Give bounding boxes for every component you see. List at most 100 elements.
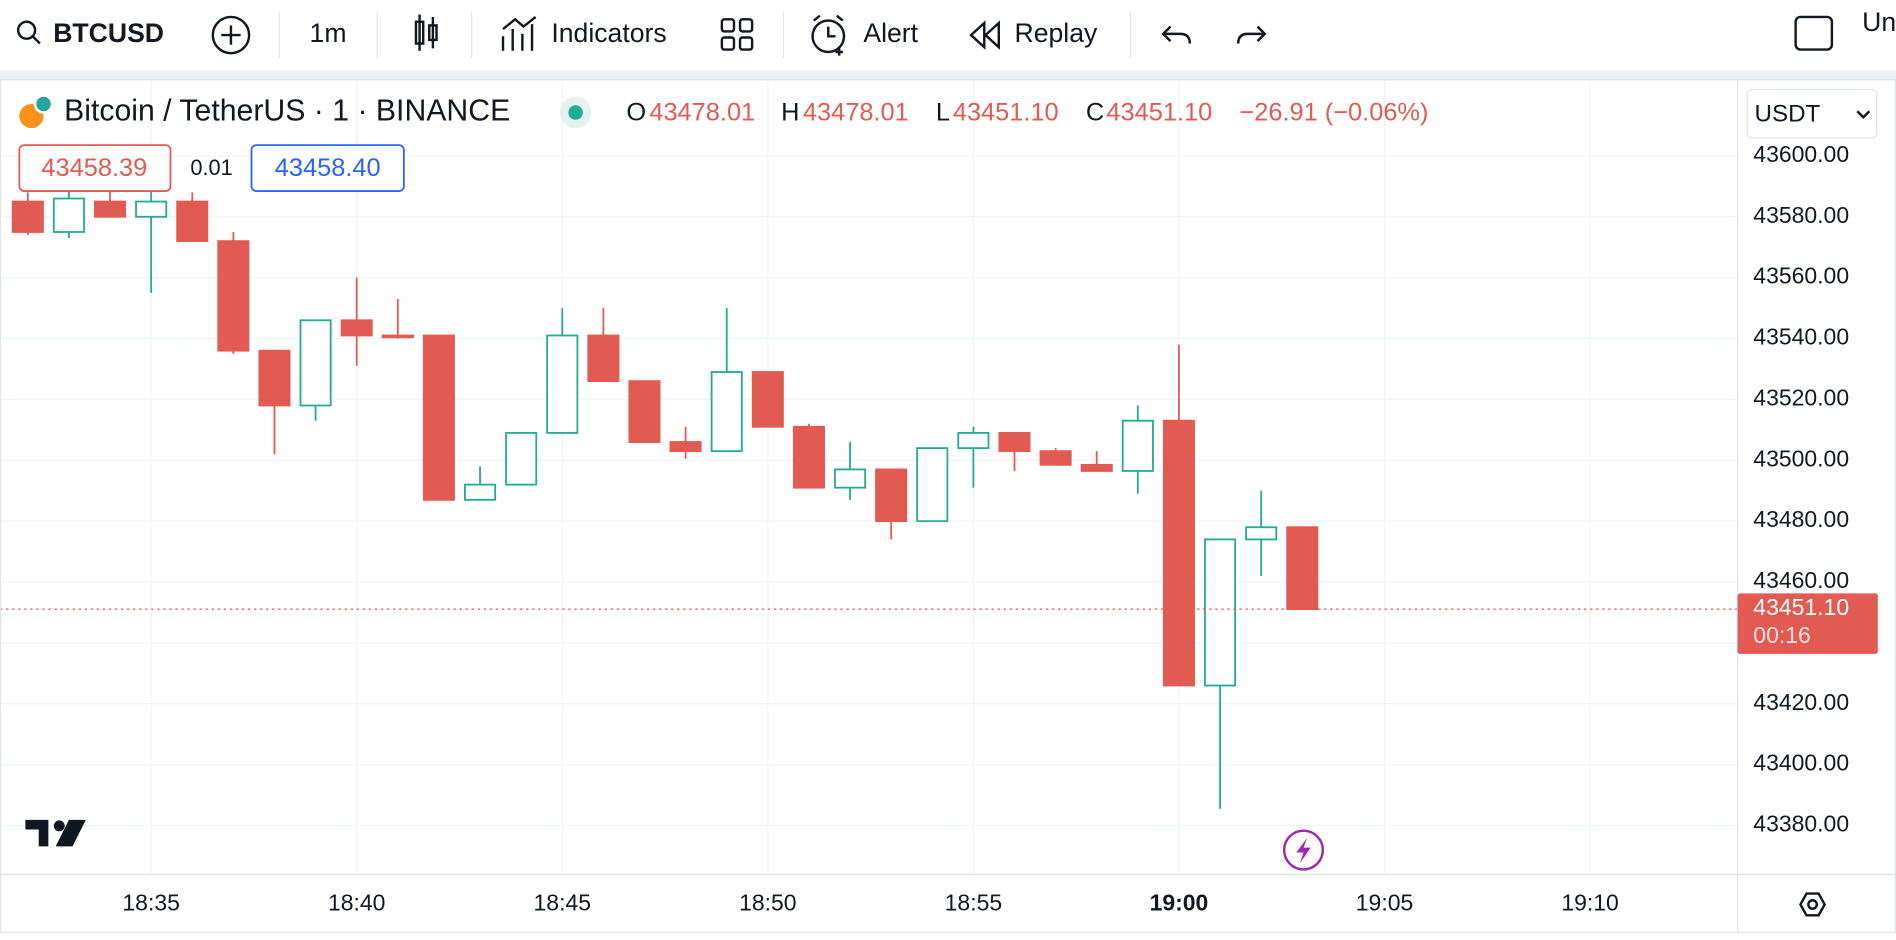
candle-body	[546, 334, 579, 434]
indicators-button[interactable]: Indicators	[501, 15, 667, 51]
candle-body	[669, 441, 702, 453]
legend-value: 43451.10	[1106, 98, 1212, 126]
settings-button[interactable]	[1807, 899, 1819, 910]
x-tick-label: 18:55	[945, 890, 1002, 916]
grid	[0, 79, 1738, 875]
candle-body	[587, 334, 620, 383]
candle-body	[422, 334, 455, 501]
candles	[0, 186, 1738, 809]
y-tick-label: 43580.00	[1753, 202, 1849, 228]
candle-body	[834, 468, 867, 489]
candle-body	[381, 334, 414, 339]
legend-key: H	[781, 98, 799, 126]
candle-body	[94, 200, 127, 218]
candle-body	[751, 371, 784, 428]
y-tick-label: 43600.00	[1753, 141, 1849, 167]
currency-label[interactable]: USDT	[1755, 100, 1821, 127]
candle-body	[998, 431, 1031, 453]
candle-body	[258, 349, 291, 407]
x-tick-label: 18:45	[534, 890, 591, 916]
legend-key: O	[626, 98, 646, 126]
sell-price[interactable]: 43458.39	[41, 154, 147, 182]
candle-body	[1162, 419, 1195, 687]
candle-body	[875, 468, 908, 523]
replay-label[interactable]: Replay	[1015, 18, 1098, 48]
candle-body	[505, 431, 538, 486]
settings-button[interactable]	[1799, 892, 1827, 917]
y-tick-label: 43420.00	[1753, 689, 1849, 715]
chevron	[1856, 110, 1871, 120]
buy-button[interactable]	[250, 144, 405, 192]
x-tick-label: 19:00	[1150, 890, 1209, 916]
chart-title: Bitcoin / TetherUS · 1 · BINANCE	[64, 94, 510, 127]
symbol[interactable]: BTCUSD	[53, 18, 164, 48]
tv-logo[interactable]	[53, 820, 65, 832]
legend-key: C	[1086, 98, 1104, 126]
candle-body	[1204, 538, 1237, 687]
spread: 0.01	[190, 155, 232, 180]
replay-button[interactable]: Replay	[969, 18, 1098, 50]
legend-change: −26.91 (−0.06%)	[1239, 98, 1428, 126]
sell-button[interactable]	[18, 144, 172, 192]
status-dot	[568, 105, 583, 120]
x-tick-label: 18:35	[122, 890, 179, 916]
candle-body	[52, 197, 85, 233]
toolbar-divider	[0, 70, 1896, 80]
x-tick-label: 19:05	[1356, 890, 1413, 916]
legend-value: 43478.01	[803, 98, 909, 126]
candle-body	[11, 200, 44, 233]
candle-body	[217, 240, 250, 352]
y-tick-label: 43520.00	[1753, 384, 1849, 410]
y-tick-label: 43480.00	[1753, 506, 1849, 532]
legend-value: 43478.01	[649, 98, 755, 126]
cut-off-label[interactable]: Un	[1862, 7, 1896, 37]
candle-body	[176, 200, 209, 243]
undo-button[interactable]	[1161, 25, 1192, 44]
candle-body	[340, 319, 373, 337]
x-tick-label: 18:40	[328, 890, 385, 916]
event-marker[interactable]	[1296, 837, 1311, 864]
y-tick-label: 43500.00	[1753, 445, 1849, 471]
redo-button[interactable]	[1236, 25, 1267, 44]
y-tick-label: 43460.00	[1753, 567, 1849, 593]
coin-icon	[33, 94, 54, 114]
y-tick-label: 43560.00	[1753, 263, 1849, 289]
chart-type-button[interactable]	[414, 14, 438, 51]
fullscreen-button[interactable]	[1794, 15, 1834, 51]
y-tick-label: 43380.00	[1753, 811, 1849, 837]
candle-body	[957, 431, 990, 450]
layouts-button[interactable]	[720, 18, 754, 51]
alert-label[interactable]: Alert	[863, 18, 918, 48]
candle-body	[1080, 463, 1113, 472]
candle-body	[628, 380, 661, 443]
alert-button[interactable]: Alert	[811, 14, 919, 56]
indicators-label[interactable]: Indicators	[551, 18, 666, 48]
countdown-label: 00:16	[1753, 622, 1810, 648]
axes: 43380.0043400.0043420.0043440.0043460.00…	[122, 141, 1878, 916]
legend-key: L	[936, 98, 950, 126]
candle-body	[464, 483, 497, 501]
tv-logo[interactable]	[25, 819, 86, 847]
candle-body	[135, 200, 168, 218]
candle-body	[1286, 526, 1319, 611]
currency-select[interactable]	[1746, 88, 1878, 139]
last-price-label: 43451.10	[1753, 594, 1849, 620]
candle-body	[916, 447, 949, 523]
interval[interactable]: 1m	[310, 18, 347, 48]
candle-body	[792, 425, 825, 489]
candle-body	[1121, 419, 1154, 472]
y-tick-label: 43540.00	[1753, 324, 1849, 350]
candle-body	[1039, 450, 1072, 466]
y-tick-label: 43400.00	[1753, 750, 1849, 776]
x-tick-label: 18:50	[739, 890, 796, 916]
chart-frame	[0, 79, 1896, 933]
symbol-search[interactable]: BTCUSD	[16, 18, 164, 48]
last-price-box	[1737, 593, 1878, 654]
candle-body	[1245, 526, 1278, 541]
x-tick-label: 19:10	[1561, 890, 1618, 916]
candle-body	[299, 319, 332, 407]
buy-price[interactable]: 43458.40	[275, 154, 381, 182]
compare-button[interactable]	[211, 15, 251, 55]
